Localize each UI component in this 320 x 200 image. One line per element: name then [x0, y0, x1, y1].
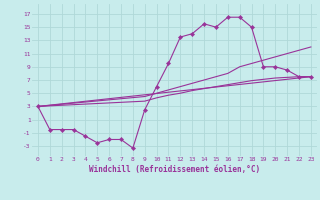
- X-axis label: Windchill (Refroidissement éolien,°C): Windchill (Refroidissement éolien,°C): [89, 165, 260, 174]
